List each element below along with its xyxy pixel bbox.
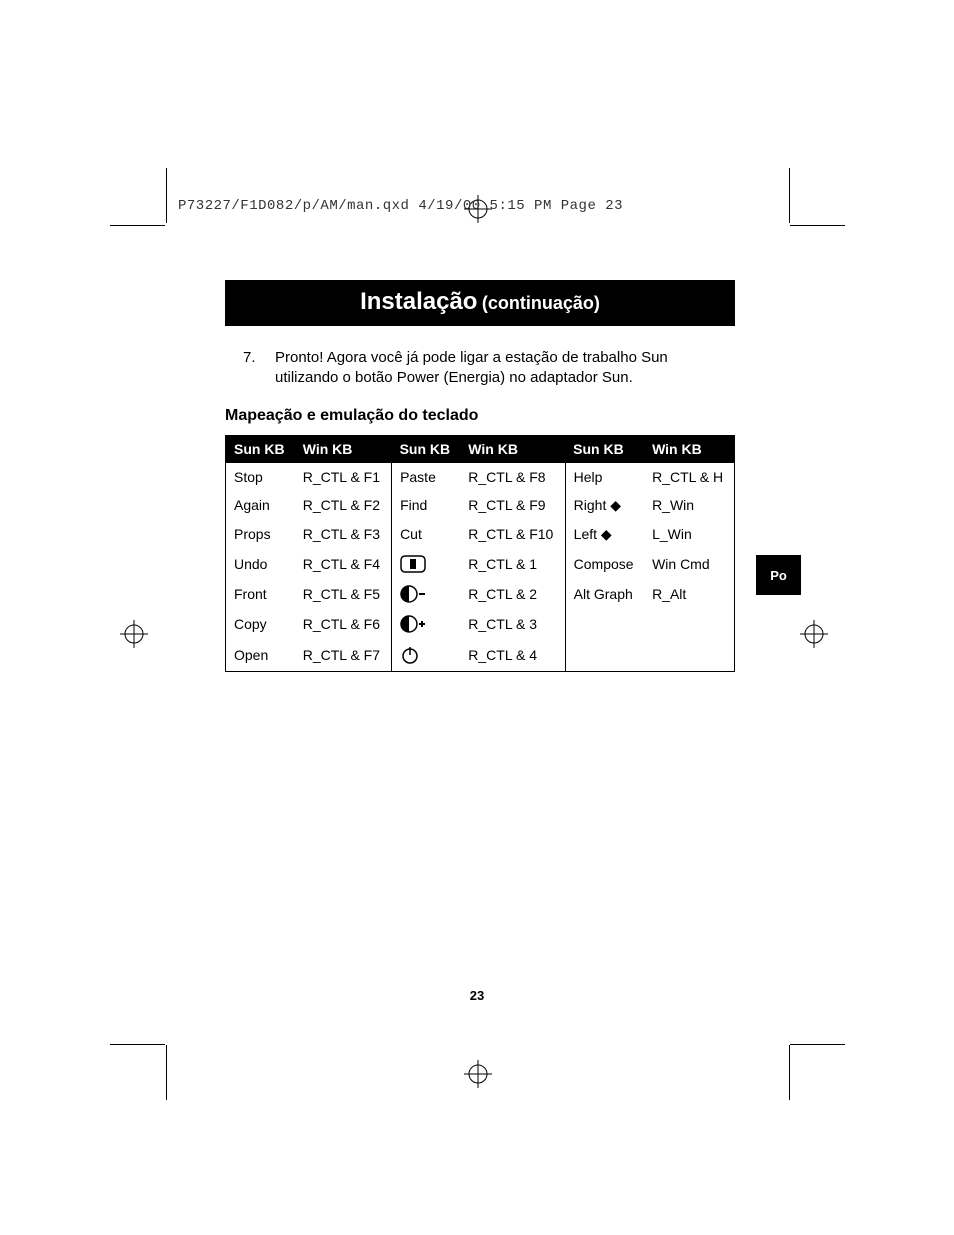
col-header: Win KB <box>644 435 734 463</box>
table-cell: R_CTL & F6 <box>295 609 392 639</box>
table-cell: R_CTL & F3 <box>295 520 392 549</box>
table-cell <box>565 639 644 672</box>
col-header: Sun KB <box>226 435 295 463</box>
registration-mark <box>464 1060 492 1088</box>
registration-mark <box>120 620 148 648</box>
vol-down-icon <box>400 585 426 603</box>
table-cell: Stop <box>226 463 295 491</box>
table-cell: R_CTL & F10 <box>460 520 565 549</box>
table-cell: L_Win <box>644 520 734 549</box>
crop-mark <box>789 1045 790 1100</box>
table-cell: Win Cmd <box>644 549 734 579</box>
table-cell: Help <box>565 463 644 491</box>
table-cell: Find <box>392 491 461 520</box>
icon-cell <box>392 579 461 609</box>
language-tab-label: Po <box>770 568 787 583</box>
table-cell <box>644 609 734 639</box>
table-cell: R_CTL & H <box>644 463 734 491</box>
page: P73227/F1D082/p/AM/man.qxd 4/19/00 5:15 … <box>0 0 954 1235</box>
section-subtitle: (continuação) <box>482 293 600 313</box>
crop-mark <box>790 225 845 226</box>
table-cell: R_CTL & 4 <box>460 639 565 672</box>
section-title-bar: Instalação (continuação) <box>225 280 735 326</box>
step-body: Pronto! Agora você já pode ligar a estaç… <box>275 348 725 389</box>
icon-cell <box>392 609 461 639</box>
mute-icon <box>400 555 426 573</box>
col-header: Sun KB <box>565 435 644 463</box>
crop-mark <box>110 1044 165 1045</box>
table-cell: R_CTL & 3 <box>460 609 565 639</box>
table-cell <box>565 609 644 639</box>
crop-mark <box>166 168 167 223</box>
step-number: 7. <box>243 348 263 389</box>
table-row: AgainR_CTL & F2FindR_CTL & F9Right ◆R_Wi… <box>226 491 735 520</box>
section-title: Instalação <box>360 288 477 315</box>
table-cell: R_CTL & F9 <box>460 491 565 520</box>
table-cell: Copy <box>226 609 295 639</box>
crop-mark <box>790 1044 845 1045</box>
power-icon <box>400 645 420 665</box>
table-cell: Right ◆ <box>565 491 644 520</box>
table-cell: Alt Graph <box>565 579 644 609</box>
table-cell: R_CTL & F5 <box>295 579 392 609</box>
table-row: UndoR_CTL & F4 R_CTL & 1ComposeWin Cmd <box>226 549 735 579</box>
table-cell: Open <box>226 639 295 672</box>
table-cell: R_Alt <box>644 579 734 609</box>
table-cell: R_CTL & F1 <box>295 463 392 491</box>
table-cell: Paste <box>392 463 461 491</box>
page-number: 23 <box>0 988 954 1003</box>
col-header: Sun KB <box>392 435 461 463</box>
icon-cell <box>392 639 461 672</box>
table-cell: Front <box>226 579 295 609</box>
table-cell: Left ◆ <box>565 520 644 549</box>
table-cell: R_CTL & F8 <box>460 463 565 491</box>
content-block: Instalação (continuação) 7. Pronto! Agor… <box>225 280 735 672</box>
table-cell: R_CTL & 2 <box>460 579 565 609</box>
print-header: P73227/F1D082/p/AM/man.qxd 4/19/00 5:15 … <box>178 198 623 214</box>
table-row: CopyR_CTL & F6 R_CTL & 3 <box>226 609 735 639</box>
col-header: Win KB <box>460 435 565 463</box>
table-cell: Props <box>226 520 295 549</box>
table-cell: R_CTL & F4 <box>295 549 392 579</box>
table-cell: R_Win <box>644 491 734 520</box>
icon-cell <box>392 549 461 579</box>
step-text: 7. Pronto! Agora você já pode ligar a es… <box>225 348 735 389</box>
keyboard-mapping-table: Sun KB Win KB Sun KB Win KB Sun KB Win K… <box>225 435 735 673</box>
table-row: StopR_CTL & F1PasteR_CTL & F8HelpR_CTL &… <box>226 463 735 491</box>
subheading: Mapeação e emulação do teclado <box>225 407 735 425</box>
table-cell: Compose <box>565 549 644 579</box>
table-cell: R_CTL & F2 <box>295 491 392 520</box>
table-row: FrontR_CTL & F5 R_CTL & 2Alt GraphR_Alt <box>226 579 735 609</box>
table-cell <box>644 639 734 672</box>
table-cell: Undo <box>226 549 295 579</box>
crop-mark <box>166 1045 167 1100</box>
table-cell: R_CTL & F7 <box>295 639 392 672</box>
table-cell: R_CTL & 1 <box>460 549 565 579</box>
table-cell: Cut <box>392 520 461 549</box>
col-header: Win KB <box>295 435 392 463</box>
language-tab: Po <box>756 555 801 595</box>
crop-mark <box>110 225 165 226</box>
table-row: PropsR_CTL & F3CutR_CTL & F10Left ◆L_Win <box>226 520 735 549</box>
registration-mark <box>800 620 828 648</box>
crop-mark <box>789 168 790 223</box>
table-row: OpenR_CTL & F7 R_CTL & 4 <box>226 639 735 672</box>
table-cell: Again <box>226 491 295 520</box>
vol-up-icon <box>400 615 426 633</box>
